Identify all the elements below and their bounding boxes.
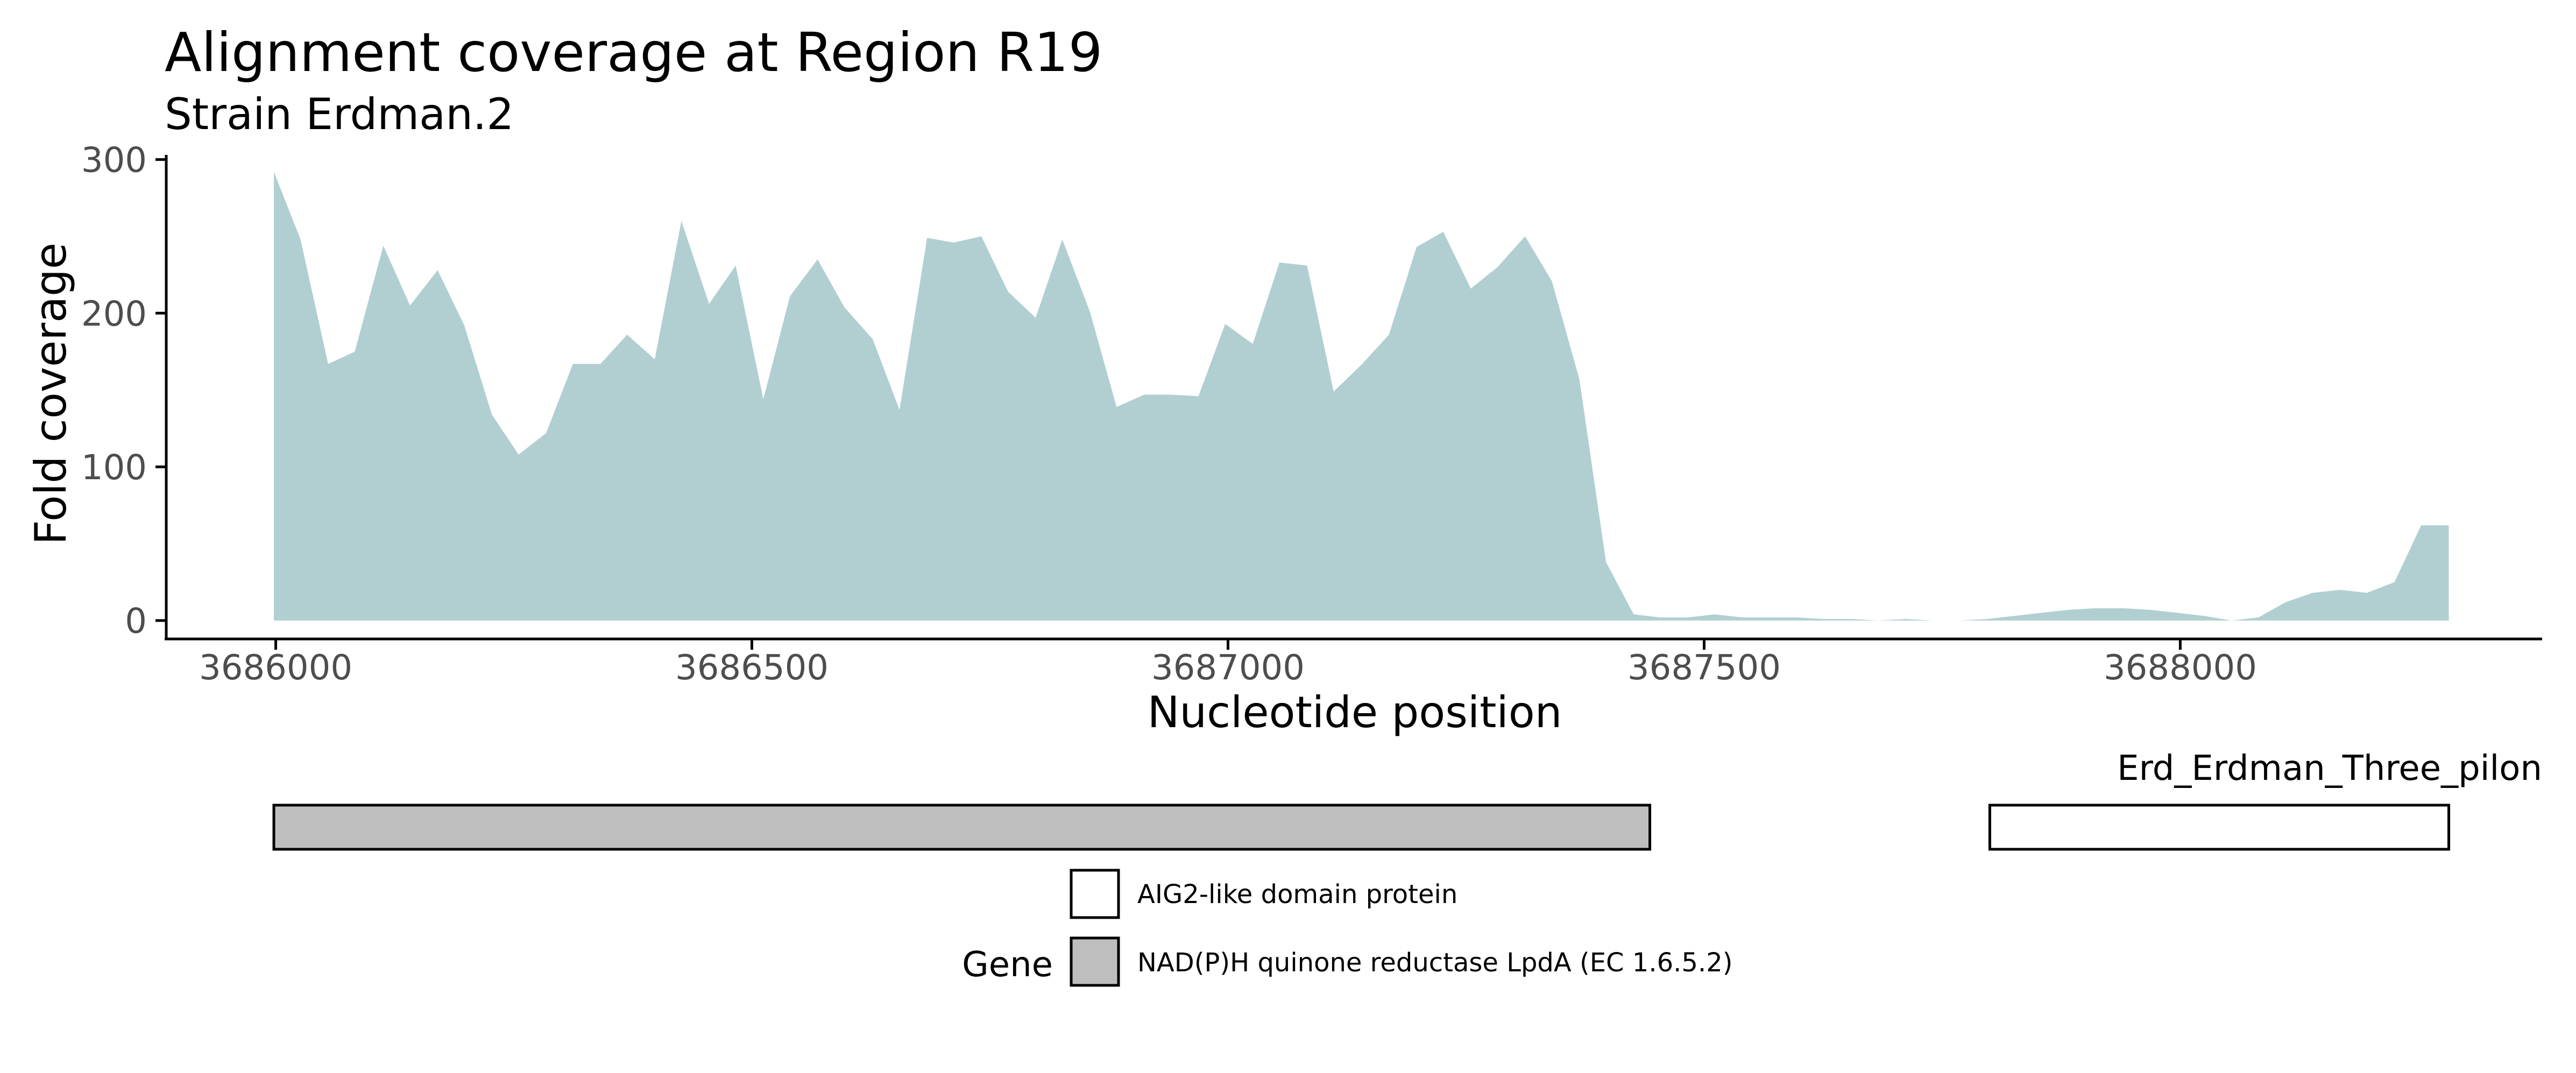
y-tick-label: 300 <box>81 141 147 181</box>
y-tick-label: 200 <box>81 294 147 334</box>
x-axis-title: Nucleotide position <box>1148 687 1562 737</box>
gene-legend: Gene AIG2-like domain protein NAD(P)H qu… <box>962 869 1732 987</box>
chart-title: Alignment coverage at Region R19 <box>165 21 1102 84</box>
gene-track <box>272 804 2451 851</box>
legend-title: Gene <box>962 945 1053 985</box>
legend-label-aig2: AIG2-like domain protein <box>1137 879 1457 909</box>
x-axis-ticks: 3686000 3686500 3687000 3687500 3688000 <box>199 639 2257 688</box>
y-tick-label: 100 <box>81 448 147 488</box>
chart-subtitle: Strain Erdman.2 <box>165 89 514 139</box>
y-axis-ticks: 0 100 200 300 <box>81 141 166 642</box>
gene-feature-aig2 <box>1988 804 2451 851</box>
y-tick-label: 0 <box>125 602 147 642</box>
y-axis-title: Fold coverage <box>26 243 76 545</box>
gene-feature-lpda <box>272 804 1652 851</box>
legend-swatch-aig2 <box>1070 869 1120 919</box>
x-tick-label: 3687000 <box>1151 648 1305 688</box>
coverage-area <box>274 172 2449 621</box>
legend-label-lpda: NAD(P)H quinone reductase LpdA (EC 1.6.5… <box>1137 948 1732 978</box>
x-tick-label: 3686000 <box>199 648 352 688</box>
gene-track-label: Erd_Erdman_Three_pilon <box>2117 749 2542 788</box>
x-tick-label: 3686500 <box>675 648 829 688</box>
x-tick-label: 3688000 <box>2104 648 2257 688</box>
x-tick-label: 3687500 <box>1627 648 1781 688</box>
legend-swatch-lpda <box>1070 936 1120 987</box>
